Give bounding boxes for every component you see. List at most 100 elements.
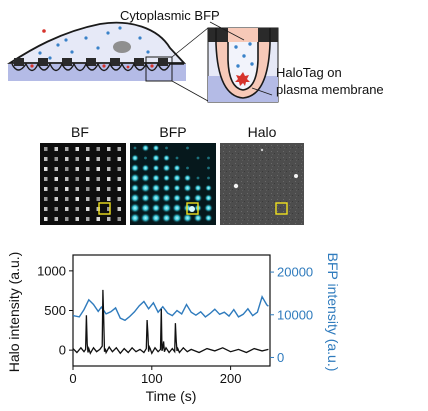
bfp-spot xyxy=(205,184,212,192)
bf-pillar xyxy=(107,207,111,211)
bf-pillar xyxy=(54,207,58,211)
bf-pillar xyxy=(75,157,79,161)
halo-series-line xyxy=(72,289,269,355)
bf-pillar xyxy=(86,177,90,181)
bf-pillar xyxy=(54,157,58,161)
bfp-spot xyxy=(172,203,182,213)
bfp-spot xyxy=(193,213,203,223)
bf-pillar xyxy=(54,177,58,181)
label-halotag-line2: plasma membrane xyxy=(276,82,384,97)
bfp-spot xyxy=(172,193,182,203)
bf-pillar xyxy=(96,207,100,211)
bfp-spot xyxy=(207,176,210,180)
bfp-spot xyxy=(129,202,141,214)
bfp-spot xyxy=(161,213,172,223)
bfp-spot xyxy=(207,156,210,160)
nanopillars xyxy=(14,58,168,66)
bfp-roi-spot xyxy=(189,206,195,212)
bf-pillar xyxy=(96,157,100,161)
bf-pillar xyxy=(65,177,69,181)
roi-box-bf xyxy=(98,202,111,215)
label-cytoplasmic-bfp: Cytoplasmic BFP xyxy=(120,8,220,23)
bfp-spot xyxy=(141,144,150,152)
bfp-spot xyxy=(140,183,151,193)
bf-pillar xyxy=(107,177,111,181)
bf-pillar xyxy=(96,167,100,171)
roi-box-halo xyxy=(275,202,288,215)
bfp-spot xyxy=(130,173,140,183)
halotag-star-icon xyxy=(235,72,250,86)
bfp-spot xyxy=(141,164,150,172)
bf-pillar xyxy=(107,187,111,191)
bf-pillar xyxy=(44,207,48,211)
intensity-chart: 0 500 1000 0 10000 20000 0 100 200 Time (s) Ha… xyxy=(6,252,341,404)
zoom-inset xyxy=(207,27,279,103)
bf-pillar xyxy=(117,207,121,211)
y-tick-label-left: 0 xyxy=(59,343,66,358)
y-axis-label-right: BFP intensity (a.u.) xyxy=(325,253,341,372)
bfp-spot xyxy=(173,184,181,192)
panel-bfp xyxy=(129,143,216,225)
bfp-spot xyxy=(131,154,139,162)
bfp-spot xyxy=(141,193,150,203)
bf-pillar xyxy=(65,217,69,221)
bfp-spot xyxy=(130,183,140,193)
bf-pillar xyxy=(65,187,69,191)
x-tick-label: 100 xyxy=(141,371,163,386)
bfp-spot xyxy=(173,164,181,172)
y-tick-label-left: 1000 xyxy=(37,263,66,278)
bf-pillar xyxy=(96,187,100,191)
panel-label-halo: Halo xyxy=(248,124,277,140)
bfp-spot xyxy=(161,203,172,213)
panel-label-bfp: BFP xyxy=(159,124,186,140)
halotag-marks xyxy=(30,29,154,69)
bfp-spot xyxy=(161,193,172,203)
y-ticks-right: 0 10000 20000 xyxy=(270,265,313,365)
bfp-spot xyxy=(194,184,202,192)
bf-pillar xyxy=(44,147,48,151)
bf-pillar xyxy=(75,217,79,221)
bf-pillar xyxy=(86,187,90,191)
label-halotag-line1: HaloTag on xyxy=(276,65,342,80)
bf-pillar xyxy=(96,217,100,221)
bfp-spot xyxy=(152,154,160,162)
bfp-spot xyxy=(183,183,192,193)
bfp-spot xyxy=(129,212,141,224)
bf-pillar xyxy=(86,217,90,221)
bfp-spot xyxy=(151,183,161,193)
bfp-spot xyxy=(162,164,171,172)
bf-pillar xyxy=(75,177,79,181)
bf-pillar xyxy=(107,217,111,221)
bf-pillar xyxy=(107,197,111,201)
bfp-spot xyxy=(183,174,192,182)
bfp-spot xyxy=(204,194,213,202)
bf-pillar xyxy=(75,147,79,151)
bf-pillar xyxy=(54,147,58,151)
bfp-spot xyxy=(140,212,151,224)
x-axis-label: Time (s) xyxy=(146,388,197,404)
y-axis-label-left: Halo intensity (a.u.) xyxy=(6,252,22,373)
bf-pillar xyxy=(107,147,111,151)
bf-pillar xyxy=(96,177,100,181)
bfp-spot xyxy=(152,164,160,172)
bfp-spot xyxy=(193,193,203,203)
bf-pillar xyxy=(44,197,48,201)
x-tick-label: 0 xyxy=(69,371,76,386)
bf-pillar xyxy=(107,167,111,171)
bfp-spot xyxy=(186,166,189,170)
bf-pillar xyxy=(75,167,79,171)
cell-schematic: Cytoplasmic BFP HaloTag on plasma membra… xyxy=(6,8,384,103)
bfp-spot xyxy=(152,144,160,152)
bfp-spot xyxy=(165,146,168,150)
bfp-spot xyxy=(130,163,140,173)
panel-bf xyxy=(40,143,126,225)
bfp-spot xyxy=(171,212,183,224)
bf-pillar xyxy=(44,217,48,221)
bf-pillar xyxy=(86,197,90,201)
bfp-spot xyxy=(204,203,213,213)
bf-pillar xyxy=(54,187,58,191)
bfp-spot xyxy=(162,174,171,182)
bf-pillar xyxy=(75,197,79,201)
bfp-spot xyxy=(207,166,210,170)
